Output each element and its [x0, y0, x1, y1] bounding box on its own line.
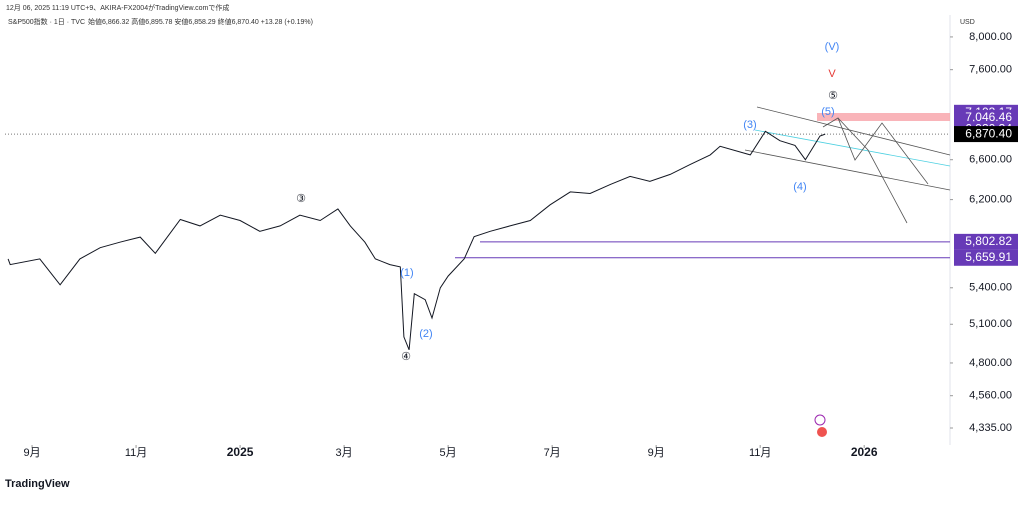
price-line-series [7, 130, 826, 350]
y-tick-label: 6,600.00 [969, 154, 1012, 166]
y-tick-label: 4,335.00 [969, 422, 1012, 434]
x-tick-label: 7月 [544, 447, 561, 459]
x-tick-label: 3月 [336, 447, 353, 459]
wave-label: (4) [793, 181, 806, 193]
wave-label: (1) [400, 267, 413, 279]
price-label-box [954, 126, 1018, 143]
price-label: 7,046.46 [965, 110, 1012, 124]
wave-label: ⑤ [828, 90, 838, 102]
wave-label: ④ [401, 351, 411, 363]
wave-label: (V) [825, 41, 840, 53]
price-label: 5,659.91 [965, 250, 1012, 264]
header: 12月 06, 2025 11:19 UTC+9、AKIRA-FX2004がTr… [6, 3, 229, 12]
event-icon [814, 414, 826, 426]
wave-label: (2) [419, 328, 432, 340]
wave-label: V [828, 68, 836, 80]
y-tick-label: 6,200.00 [969, 194, 1012, 206]
y-tick-label: 7,600.00 [969, 64, 1012, 76]
price-label-box [954, 249, 1018, 266]
channel [744, 106, 951, 224]
symbol-title: S&P500指数 · 1日 · TVC [8, 17, 85, 26]
event-icon [817, 427, 827, 437]
x-tick-label: 2026 [851, 445, 878, 459]
price-label-box [954, 233, 1018, 250]
x-tick-label: 9月 [23, 447, 40, 459]
currency: USD [960, 19, 975, 26]
x-tick-label: 5月 [440, 447, 457, 459]
x-tick-label: 11月 [125, 447, 147, 459]
price-label: 5,802.82 [965, 234, 1012, 248]
y-tick-label: 5,400.00 [969, 282, 1012, 294]
brand: TradingView [5, 478, 70, 490]
wave-label: (3) [743, 119, 756, 131]
x-tick-label: 11月 [749, 447, 771, 459]
ohlc: 始値6,866.32 高値6,895.78 安値6,858.29 終値6,870… [88, 17, 313, 26]
y-tick-label: 8,000.00 [969, 31, 1012, 43]
x-tick-label: 2025 [227, 445, 254, 459]
wave-label: ③ [296, 193, 306, 205]
y-tick-label: 4,560.00 [969, 390, 1012, 402]
wave-label: (5) [821, 106, 834, 118]
price-label: 6,870.40 [965, 126, 1012, 140]
y-tick-label: 5,100.00 [969, 318, 1012, 330]
x-tick-label: 9月 [648, 447, 665, 459]
y-tick-label: 4,800.00 [969, 357, 1012, 369]
target-zone [817, 113, 950, 121]
